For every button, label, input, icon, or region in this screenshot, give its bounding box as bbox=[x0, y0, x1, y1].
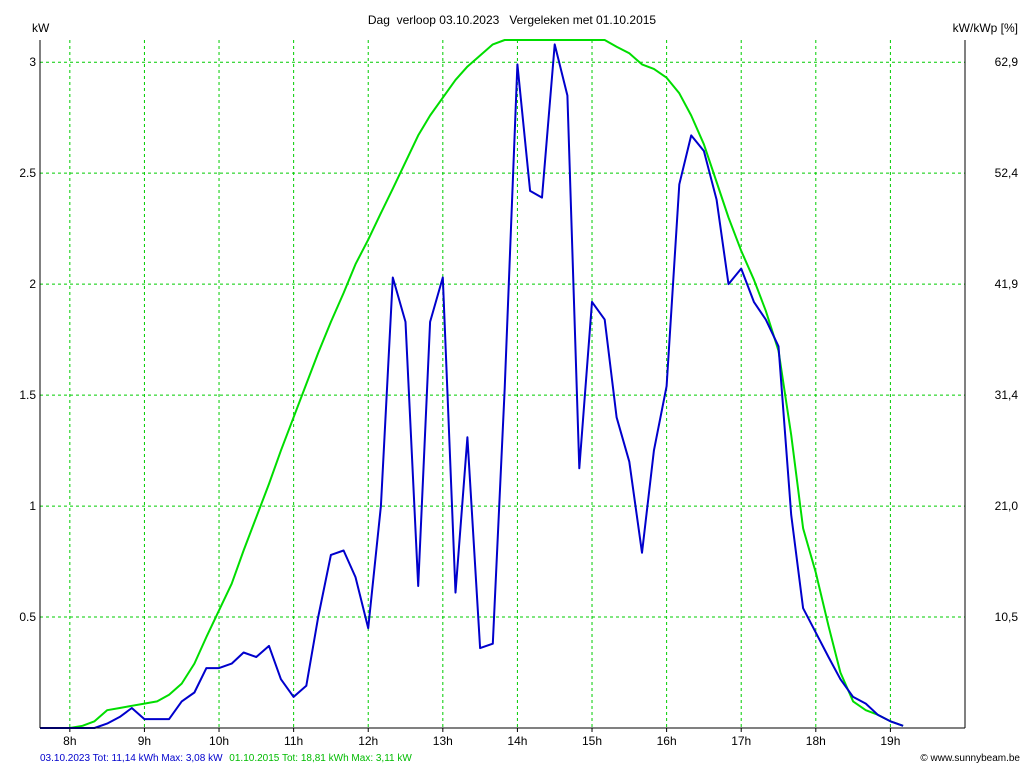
x-tick-label: 9h bbox=[138, 734, 151, 748]
x-tick-label: 19h bbox=[880, 734, 900, 748]
x-tick-label: 17h bbox=[731, 734, 751, 748]
y-tick-label-right: 52,4 bbox=[995, 166, 1019, 180]
x-tick-label: 18h bbox=[806, 734, 826, 748]
y-tick-label-left: 2 bbox=[29, 277, 36, 291]
grid bbox=[40, 40, 965, 728]
axis-ticks: 8h 9h 10h 11h 12h 13h 14h 15h 16h 17h 18h 19h 0.5 10,… bbox=[19, 55, 1018, 748]
footer-legend: 03.10.2023 Tot: 11,14 kWh Max: 3,08 kW 0… bbox=[40, 753, 412, 764]
series-line-03-10-2023 bbox=[40, 43, 904, 729]
x-tick-label: 11h bbox=[284, 734, 303, 748]
y-tick-label-left: 3 bbox=[29, 55, 36, 69]
y-tick-label-left: 1.5 bbox=[19, 388, 36, 402]
legend-green-series: 01.10.2015 Tot: 18,81 kWh Max: 3,11 kW bbox=[229, 753, 412, 764]
y-axis-right-label: kW/kWp [%] bbox=[953, 21, 1018, 35]
y-tick-label-right: 10,5 bbox=[995, 610, 1019, 624]
x-tick-label: 8h bbox=[63, 734, 76, 748]
x-tick-label: 16h bbox=[657, 734, 677, 748]
y-tick-label-left: 2.5 bbox=[19, 166, 36, 180]
series-line-01-10-2015 bbox=[40, 39, 904, 729]
credit-text: © www.sunnybeam.be bbox=[920, 753, 1020, 764]
y-tick-label-right: 62,9 bbox=[995, 55, 1019, 69]
series-lines bbox=[40, 39, 904, 729]
y-tick-label-left: 1 bbox=[29, 499, 36, 513]
y-tick-label-right: 21,0 bbox=[995, 499, 1019, 513]
legend-blue-series: 03.10.2023 Tot: 11,14 kWh Max: 3,08 kW bbox=[40, 753, 223, 764]
x-tick-label: 15h bbox=[582, 734, 602, 748]
x-tick-label: 10h bbox=[209, 734, 229, 748]
y-tick-label-right: 31,4 bbox=[995, 388, 1019, 402]
x-tick-label: 14h bbox=[507, 734, 527, 748]
x-tick-label: 12h bbox=[358, 734, 378, 748]
x-tick-label: 13h bbox=[433, 734, 453, 748]
chart-title: Dag verloop 03.10.2023 Vergeleken met 01… bbox=[368, 13, 657, 27]
y-tick-label-left: 0.5 bbox=[19, 610, 36, 624]
y-axis-left-label: kW bbox=[32, 21, 50, 35]
y-tick-label-right: 41,9 bbox=[995, 277, 1019, 291]
